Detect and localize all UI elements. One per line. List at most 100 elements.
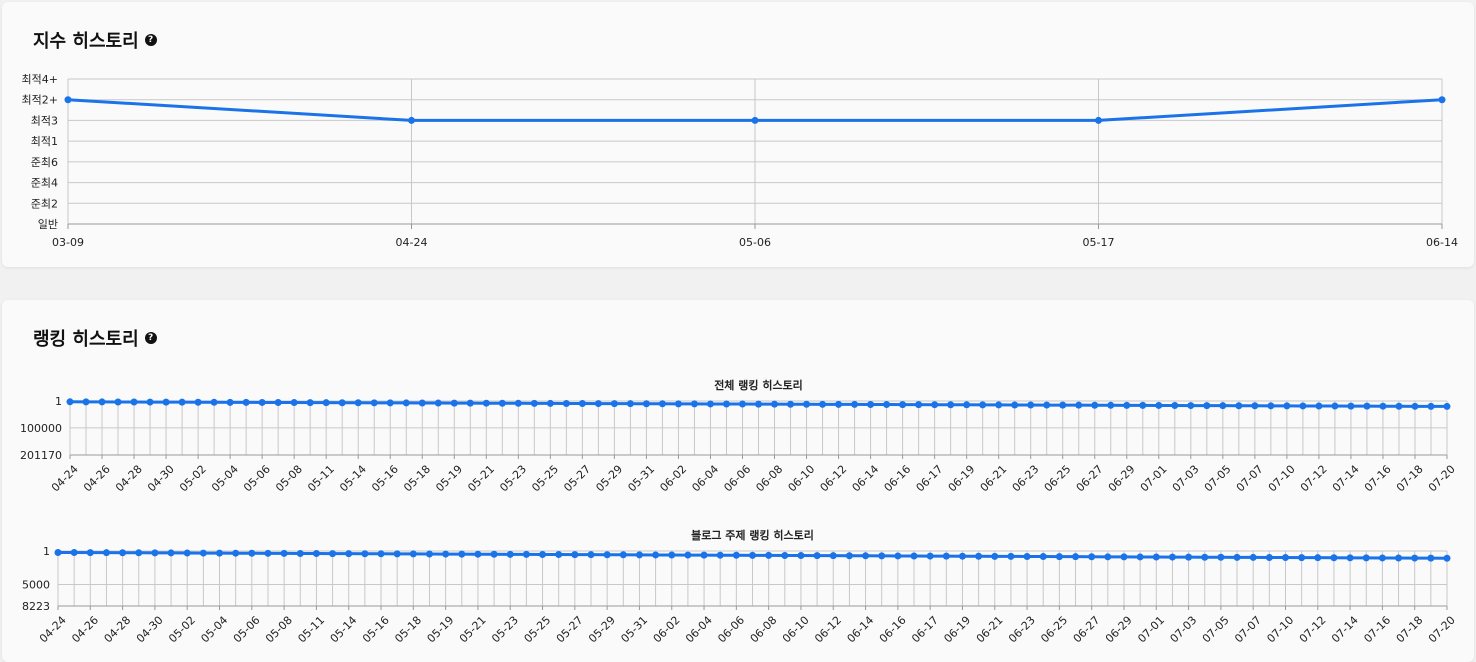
data-point: [450, 399, 458, 407]
x-tick-label: 06-17: [914, 463, 946, 495]
data-point: [771, 400, 779, 408]
data-point: [418, 399, 426, 407]
ranking-history-title: 랭킹 히스토리 ?: [33, 325, 157, 351]
data-point: [684, 551, 692, 559]
data-point: [626, 400, 634, 408]
data-point: [787, 400, 795, 408]
x-tick-label: 07-07: [1234, 463, 1266, 495]
x-tick-label: 05-19: [433, 463, 465, 495]
data-point: [991, 552, 999, 560]
data-point: [862, 552, 870, 560]
question-circle-icon[interactable]: ?: [144, 332, 157, 344]
x-tick-label: 04-30: [134, 614, 166, 646]
question-circle-icon[interactable]: ?: [144, 34, 157, 46]
data-point: [1075, 401, 1083, 409]
data-point: [562, 399, 570, 407]
data-point: [1443, 402, 1451, 410]
data-point: [1027, 401, 1035, 409]
x-tick-label: 05-23: [497, 463, 529, 495]
data-point: [587, 551, 595, 559]
x-tick-label: 04-28: [102, 614, 134, 646]
y-tick-label: 준최4: [31, 177, 58, 190]
x-tick-label: 07-16: [1362, 463, 1394, 495]
data-point: [296, 549, 304, 557]
data-point: [258, 398, 266, 406]
x-tick-label: 05-06: [241, 463, 273, 495]
data-point: [1362, 554, 1370, 562]
data-point: [797, 552, 805, 560]
data-point: [482, 399, 490, 407]
x-tick-label: 06-12: [818, 463, 850, 495]
data-point: [594, 400, 602, 408]
x-tick-label: 05-27: [561, 463, 593, 495]
data-point: [490, 550, 498, 558]
x-tick-label: 06-04: [683, 614, 715, 646]
y-tick-label: 일반: [38, 217, 58, 231]
x-tick-label: 05-29: [586, 614, 618, 646]
data-point: [274, 399, 282, 407]
y-tick-label: 최적3: [31, 114, 58, 127]
x-tick-label: 05-31: [625, 463, 657, 495]
data-point: [393, 550, 401, 558]
data-point: [1299, 402, 1307, 410]
x-tick-label: 06-14: [1426, 236, 1458, 249]
data-point: [979, 401, 987, 409]
y-tick-label: 준최2: [31, 197, 58, 210]
data-point: [931, 401, 939, 409]
data-point: [248, 549, 256, 557]
x-tick-label: 06-02: [651, 614, 683, 646]
data-point: [1395, 402, 1403, 410]
x-tick-label: 04-24: [37, 614, 69, 646]
data-point: [1443, 554, 1451, 562]
data-point: [1379, 402, 1387, 410]
y-tick-label: 201170: [20, 449, 62, 462]
data-point: [819, 400, 827, 408]
data-point: [749, 551, 756, 559]
data-point: [1095, 116, 1102, 124]
data-point: [813, 552, 821, 560]
data-point: [329, 550, 337, 558]
y-tick-label: 1: [43, 545, 50, 558]
data-point: [851, 400, 859, 408]
x-tick-label: 06-25: [1042, 463, 1074, 495]
y-tick-label: 100000: [20, 422, 62, 435]
x-tick-label: 05-02: [177, 463, 209, 495]
data-point: [878, 552, 886, 560]
data-point: [1346, 554, 1354, 562]
data-point: [151, 549, 159, 557]
x-tick-label: 06-04: [689, 463, 721, 495]
chart-title: 블로그 주제 랭킹 히스토리: [691, 528, 814, 542]
data-point: [370, 399, 378, 407]
data-point: [835, 400, 843, 408]
data-point: [1043, 401, 1051, 409]
data-point: [1023, 552, 1031, 560]
data-point: [409, 550, 417, 558]
x-tick-label: 06-25: [1038, 614, 1070, 646]
x-tick-label: 07-03: [1168, 614, 1200, 646]
data-point: [1120, 553, 1128, 561]
x-tick-label: 04-26: [81, 463, 113, 495]
data-point: [668, 551, 676, 559]
x-tick-label: 07-01: [1138, 463, 1170, 495]
x-tick-label: 06-19: [946, 463, 978, 495]
x-tick-label: 07-12: [1298, 463, 1330, 495]
data-point: [54, 548, 62, 556]
x-tick-label: 05-25: [529, 463, 561, 495]
data-point: [408, 116, 415, 124]
x-tick-label: 06-08: [753, 463, 785, 495]
data-point: [354, 399, 362, 407]
x-tick-label: 07-14: [1329, 614, 1361, 646]
x-tick-label: 05-02: [166, 614, 198, 646]
data-point: [722, 400, 730, 408]
data-point: [1104, 553, 1112, 561]
data-point: [322, 399, 330, 407]
data-point: [506, 550, 514, 558]
index-history-card: 지수 히스토리 ?: [2, 2, 1474, 267]
data-point: [1055, 553, 1063, 561]
data-point: [1249, 553, 1257, 561]
data-point: [402, 399, 410, 407]
data-point: [867, 400, 875, 408]
data-point: [765, 551, 773, 559]
